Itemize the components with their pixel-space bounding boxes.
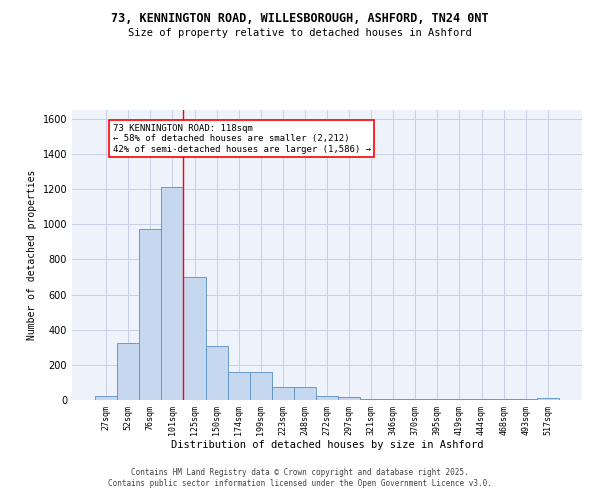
Bar [448,399,470,400]
X-axis label: Distribution of detached houses by size in Ashford: Distribution of detached houses by size … [171,440,483,450]
Bar [404,399,427,400]
Bar [117,343,139,400]
Y-axis label: Number of detached properties: Number of detached properties [27,170,37,340]
Bar [382,399,404,400]
Bar [161,188,184,400]
Text: 73 KENNINGTON ROAD: 118sqm
← 58% of detached houses are smaller (2,212)
42% of s: 73 KENNINGTON ROAD: 118sqm ← 58% of deta… [113,124,371,154]
Bar [95,396,117,400]
Bar [427,399,448,400]
Bar [360,399,382,400]
Bar [250,372,272,400]
Bar [206,346,227,400]
Bar [470,399,493,400]
Bar [493,399,515,400]
Bar [338,398,360,400]
Bar [184,277,206,400]
Text: 73, KENNINGTON ROAD, WILLESBOROUGH, ASHFORD, TN24 0NT: 73, KENNINGTON ROAD, WILLESBOROUGH, ASHF… [111,12,489,26]
Bar [139,228,161,400]
Text: Size of property relative to detached houses in Ashford: Size of property relative to detached ho… [128,28,472,38]
Bar [515,399,537,400]
Bar [272,387,294,400]
Bar [294,387,316,400]
Bar [316,396,338,400]
Bar [537,398,559,400]
Text: Contains HM Land Registry data © Crown copyright and database right 2025.
Contai: Contains HM Land Registry data © Crown c… [108,468,492,487]
Bar [227,372,250,400]
